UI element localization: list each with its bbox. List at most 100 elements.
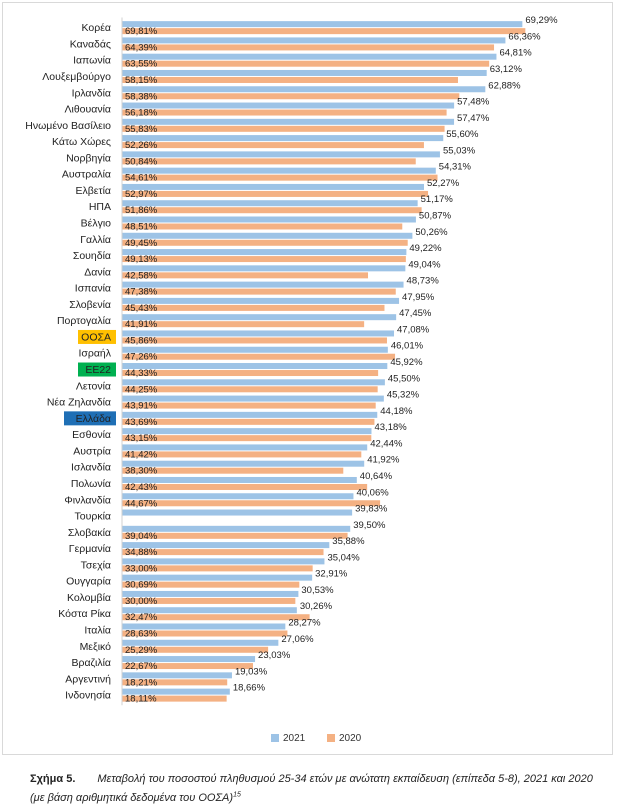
value-label-2021: 50,87% <box>419 211 452 222</box>
category-label: Γαλλία <box>80 234 111 246</box>
category-label: Λουξεμβούργο <box>42 71 111 83</box>
bar-2021 <box>122 102 455 109</box>
bar-2021 <box>122 476 357 483</box>
bar-2020 <box>122 256 406 263</box>
bar-2020 <box>122 646 269 653</box>
bar-2020 <box>122 630 288 637</box>
bar-2021 <box>122 672 232 679</box>
value-label-2020: 64,39% <box>125 42 158 53</box>
bar-2020 <box>122 304 385 311</box>
value-label-2020: 54,61% <box>125 173 158 184</box>
bar-2020 <box>122 60 490 67</box>
bar-2021 <box>122 379 385 386</box>
category-label: Ισπανία <box>75 283 111 295</box>
bar-2021 <box>122 542 330 549</box>
value-label-2021: 35,04% <box>327 552 360 563</box>
category-label: Ισραήλ <box>78 348 111 360</box>
bar-2020 <box>122 109 447 116</box>
category-label: Νορβηγία <box>66 152 111 164</box>
category-label: Ινδονησία <box>65 690 111 702</box>
category-label: Βέλγιο <box>81 218 112 230</box>
category-label: Ηνωμένο Βασίλειο <box>25 120 111 132</box>
value-label-2021: 55,60% <box>446 129 479 140</box>
bar-2020 <box>122 500 381 507</box>
category-label: Ιρλανδία <box>72 87 111 99</box>
bar-2020 <box>122 174 438 181</box>
bar-2020 <box>122 239 408 246</box>
value-label-2021: 55,03% <box>443 145 476 156</box>
bar-2021 <box>122 297 400 304</box>
value-label-2020: 38,30% <box>125 466 158 477</box>
bar-2020 <box>122 353 396 360</box>
value-label-2021: 63,12% <box>490 64 523 75</box>
bar-2021 <box>122 118 455 125</box>
bar-2020 <box>122 532 348 539</box>
category-label: Σλοβακία <box>68 527 111 539</box>
value-label-2021: 39,83% <box>355 504 388 515</box>
value-label-2021: 44,18% <box>380 406 413 417</box>
value-label-2020: 51,86% <box>125 205 158 216</box>
category-label: Ισλανδία <box>71 462 111 474</box>
value-label-2021: 35,88% <box>332 536 365 547</box>
category-label: Κάτω Χώρες <box>52 136 111 148</box>
value-label-2021: 47,45% <box>399 308 432 319</box>
value-label-2020: 33,00% <box>125 563 158 574</box>
value-label-2021: 45,32% <box>387 390 420 401</box>
bar-2020 <box>122 142 424 149</box>
value-label-2021: 62,88% <box>488 80 521 91</box>
value-label-2021: 40,06% <box>356 487 389 498</box>
bar-2021 <box>122 411 378 418</box>
value-label-2020: 28,63% <box>125 629 158 640</box>
bar-chart: Κορέα 69,29% 69,81% Καναδάς 66,36% 64,39% Ιαπω… <box>25 15 558 744</box>
bar-2021 <box>122 428 372 435</box>
value-label-2020: 47,38% <box>125 287 158 298</box>
value-label-2020: 22,67% <box>125 661 158 672</box>
bar-2020 <box>122 614 310 621</box>
bar-2020 <box>122 483 368 490</box>
value-label-2021: 47,95% <box>402 292 435 303</box>
value-label-2020: 34,88% <box>125 547 158 558</box>
value-label-2020: 25,29% <box>125 645 158 656</box>
highlight-box-οοσα <box>78 329 116 344</box>
value-label-2021: 49,22% <box>409 243 442 254</box>
bar-2021 <box>122 525 351 532</box>
caption-footnote: 15 <box>233 791 241 798</box>
value-label-2020: 63,55% <box>125 59 158 70</box>
bar-2020 <box>122 663 253 670</box>
category-label: Κόστα Ρίκα <box>58 608 111 620</box>
value-label-2020: 39,04% <box>125 531 158 542</box>
bar-2020 <box>122 402 376 409</box>
category-label: Λιθουανία <box>65 104 112 116</box>
bar-2021 <box>122 167 436 174</box>
bar-2020 <box>122 451 362 458</box>
bar-2021 <box>122 53 497 60</box>
bar-2021 <box>122 395 384 402</box>
bar-2020 <box>122 695 227 702</box>
bar-2020 <box>122 321 365 328</box>
figure-caption: Σχήμα 5. Μεταβολή του ποσοστού πληθυσμού … <box>30 772 610 806</box>
value-label-2020: 45,86% <box>125 335 158 346</box>
category-label: Σουηδία <box>73 250 111 262</box>
category-label: Αυστραλία <box>62 169 111 181</box>
bar-2020 <box>122 337 387 344</box>
category-label: Κολομβία <box>67 592 111 604</box>
bar-2021 <box>122 346 388 353</box>
value-label-2021: 69,29% <box>525 15 558 26</box>
category-label: Πολωνία <box>71 478 111 490</box>
value-label-2021: 45,92% <box>390 357 423 368</box>
bar-2020 <box>122 125 445 132</box>
value-label-2020: 43,15% <box>125 433 158 444</box>
bar-2021 <box>122 590 299 597</box>
category-label: Ουγγαρία <box>66 576 111 588</box>
value-label-2021: 47,08% <box>397 324 430 335</box>
value-label-2020: 52,26% <box>125 140 158 151</box>
bar-2020 <box>122 565 313 572</box>
category-label: Νέα Ζηλανδία <box>47 397 111 409</box>
bar-2021 <box>122 37 506 44</box>
legend-swatch-2020 <box>327 734 335 742</box>
value-label-2021: 42,44% <box>370 438 403 449</box>
value-label-2021: 46,01% <box>391 341 424 352</box>
caption-text: Μεταβολή του ποσοστού πληθυσμού 25-34 ετ… <box>30 773 593 804</box>
value-label-2021: 40,64% <box>360 471 393 482</box>
value-label-2021: 45,50% <box>388 373 421 384</box>
